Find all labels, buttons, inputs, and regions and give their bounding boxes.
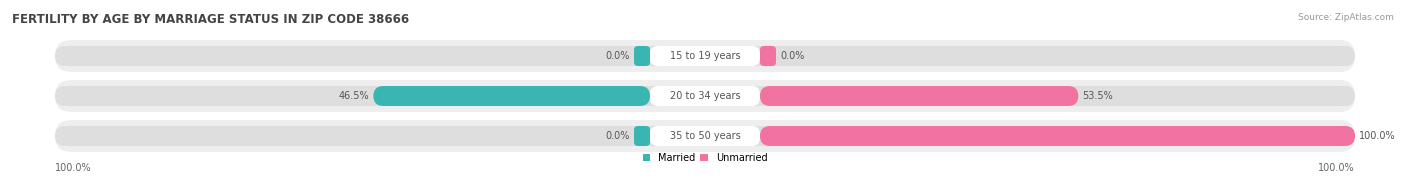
FancyBboxPatch shape xyxy=(55,40,1355,72)
Text: 0.0%: 0.0% xyxy=(606,51,630,61)
FancyBboxPatch shape xyxy=(650,86,761,106)
Text: 35 to 50 years: 35 to 50 years xyxy=(669,131,741,141)
FancyBboxPatch shape xyxy=(634,46,650,66)
FancyBboxPatch shape xyxy=(650,126,761,146)
FancyBboxPatch shape xyxy=(55,126,1355,146)
FancyBboxPatch shape xyxy=(761,126,1355,146)
Text: 100.0%: 100.0% xyxy=(1319,163,1355,173)
FancyBboxPatch shape xyxy=(55,80,1355,112)
Text: 0.0%: 0.0% xyxy=(606,131,630,141)
Text: FERTILITY BY AGE BY MARRIAGE STATUS IN ZIP CODE 38666: FERTILITY BY AGE BY MARRIAGE STATUS IN Z… xyxy=(13,13,409,26)
FancyBboxPatch shape xyxy=(650,46,761,66)
FancyBboxPatch shape xyxy=(761,46,776,66)
FancyBboxPatch shape xyxy=(55,86,1355,106)
Text: 53.5%: 53.5% xyxy=(1083,91,1114,101)
FancyBboxPatch shape xyxy=(634,126,650,146)
Text: Source: ZipAtlas.com: Source: ZipAtlas.com xyxy=(1298,13,1393,22)
Legend: Married, Unmarried: Married, Unmarried xyxy=(643,153,768,163)
FancyBboxPatch shape xyxy=(761,86,1078,106)
Text: 15 to 19 years: 15 to 19 years xyxy=(669,51,741,61)
FancyBboxPatch shape xyxy=(55,120,1355,152)
Text: 100.0%: 100.0% xyxy=(1360,131,1396,141)
FancyBboxPatch shape xyxy=(374,86,650,106)
Text: 20 to 34 years: 20 to 34 years xyxy=(669,91,741,101)
Text: 46.5%: 46.5% xyxy=(339,91,370,101)
Text: 0.0%: 0.0% xyxy=(780,51,804,61)
FancyBboxPatch shape xyxy=(55,46,1355,66)
Text: 100.0%: 100.0% xyxy=(55,163,91,173)
